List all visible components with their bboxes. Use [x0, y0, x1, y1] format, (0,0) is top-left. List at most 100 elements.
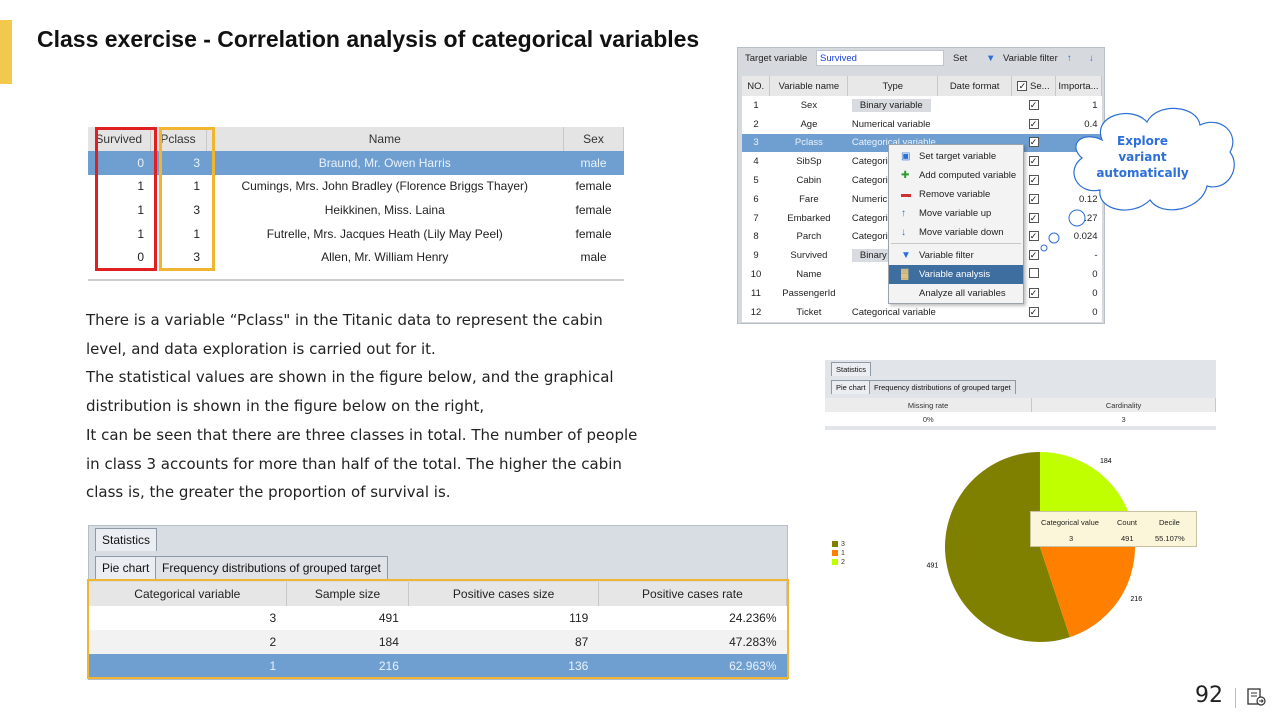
pie-slice[interactable]	[945, 452, 1070, 642]
menu-item-label: Move variable up	[919, 208, 992, 219]
callout-line: automatically	[1096, 166, 1189, 180]
type-dropdown: Binary	[851, 249, 895, 263]
select-checkbox[interactable]	[1028, 268, 1039, 279]
context-menu-item[interactable]: Analyze all variables	[889, 284, 1023, 303]
row-number: 6	[753, 193, 759, 205]
exit-slideshow-icon[interactable]	[1246, 687, 1266, 707]
tab-statistics[interactable]: Statistics	[831, 362, 872, 376]
table-row[interactable]: 1 3 Heikkinen, Miss. Laina female	[88, 198, 624, 222]
select-checkbox[interactable]: ✓	[1028, 306, 1039, 317]
table-cell: 1	[137, 226, 144, 241]
select-cell: ✓	[1012, 303, 1056, 322]
arrow-up-icon: ↑	[901, 208, 906, 219]
target-variable-field[interactable]: Survived	[816, 50, 944, 66]
select-cell: ✓	[1012, 115, 1056, 134]
variable-name: Age	[800, 118, 818, 130]
context-menu-item[interactable]: ↓ Move variable down	[889, 223, 1023, 242]
column-header: Type	[847, 76, 939, 96]
variable-row[interactable]: 1 Sex Binary variable ✓ 1	[742, 96, 1102, 115]
variable-row[interactable]: 7 Embarked Categoric ✓ .27	[742, 209, 1102, 228]
table-cell: female	[575, 202, 612, 217]
tooltip-header: Decile	[1159, 518, 1180, 527]
select-checkbox[interactable]: ✓	[1028, 250, 1039, 261]
variable-row[interactable]: 2 Age Numerical variable ✓ 0.4	[742, 115, 1102, 134]
select-checkbox[interactable]: ✓	[1028, 156, 1039, 167]
select-cell: ✓	[1012, 246, 1056, 265]
tooltip-header: Categorical value	[1041, 518, 1099, 527]
cardinality-value: 3	[1121, 414, 1126, 424]
select-checkbox[interactable]: ✓	[1028, 118, 1039, 129]
table-cell: female	[575, 179, 612, 194]
slide-title: Class exercise - Correlation analysis of…	[37, 26, 700, 52]
select-checkbox[interactable]: ✓	[1028, 99, 1039, 110]
tab-statistics[interactable]: Statistics	[95, 528, 158, 551]
column-header: Positive cases size	[408, 582, 599, 606]
table-cell: 3	[269, 611, 277, 625]
table-row[interactable]: 1 216 136 62.963%	[89, 654, 787, 678]
context-menu-item[interactable]: ▼ Variable filter	[889, 246, 1023, 265]
table-row[interactable]: 0 3 Braund, Mr. Owen Harris male	[88, 151, 624, 175]
table-cell: 3	[193, 250, 200, 265]
menu-item-label: Variable analysis	[919, 269, 991, 280]
context-menu-item[interactable]: ▣ Set target variable	[889, 147, 1023, 166]
context-menu-item[interactable]: ✚ Add computed variable	[889, 166, 1023, 185]
tab-pie-chart[interactable]: Pie chart	[831, 380, 871, 394]
importance-value: 0.4	[1084, 118, 1098, 130]
variable-row[interactable]: 11 PassengerId ✓ 0	[742, 284, 1102, 303]
type-dropdown: Binary variable	[851, 98, 931, 112]
variable-type: Categoric	[851, 212, 893, 224]
select-all-checkbox[interactable]: ✓	[1017, 80, 1028, 91]
variable-row[interactable]: 4 SibSp Categoric ✓	[742, 152, 1102, 171]
paragraph-line: in class 3 accounts for more than half o…	[86, 454, 622, 473]
table-row[interactable]: 0 3 Allen, Mr. William Henry male	[88, 245, 624, 269]
select-checkbox[interactable]: ✓	[1028, 231, 1039, 242]
variable-filter-button[interactable]: Variable filter	[1003, 53, 1058, 64]
pie-slice-label: 491	[927, 562, 939, 569]
variable-name: Embarked	[787, 212, 831, 224]
table-row[interactable]: 2 184 87 47.283%	[89, 630, 787, 654]
filter-icon[interactable]: ▼	[986, 53, 996, 64]
importance-value: 0	[1092, 269, 1098, 281]
variable-row[interactable]: 10 Name 0	[742, 265, 1102, 284]
menu-item-label: Analyze all variables	[919, 288, 1006, 299]
context-menu-item[interactable]: ↑ Move variable up	[889, 204, 1023, 223]
select-checkbox[interactable]: ✓	[1028, 287, 1039, 298]
select-checkbox[interactable]: ✓	[1028, 193, 1039, 204]
target-icon: ▣	[901, 151, 911, 162]
select-checkbox[interactable]: ✓	[1028, 175, 1039, 186]
tab-frequency-distributions[interactable]: Frequency distributions of grouped targe…	[869, 380, 1016, 394]
select-checkbox[interactable]: ✓	[1028, 212, 1039, 223]
legend-swatch	[832, 559, 838, 566]
move-up-icon[interactable]: ↑	[1067, 53, 1072, 64]
variable-row[interactable]: 12 Ticket Categorical variable ✓ 0	[742, 303, 1102, 322]
importance-value: 0.12	[1079, 193, 1098, 205]
variable-row[interactable]: 8 Parch Categoric ✓ 0.024	[742, 228, 1102, 247]
variable-row[interactable]: 5 Cabin Categoric ✓	[742, 171, 1102, 190]
context-menu-item[interactable]: ▬ Remove variable	[889, 185, 1023, 204]
variable-row[interactable]: 9 Survived Binary ✓ -	[742, 246, 1102, 265]
pie-slice[interactable]	[1040, 521, 1135, 638]
table-cell: female	[575, 226, 612, 241]
select-checkbox[interactable]: ✓	[1028, 137, 1039, 148]
table-row[interactable]: 1 1 Cumings, Mrs. John Bradley (Florence B…	[88, 175, 624, 199]
table-cell: 0	[88, 151, 150, 175]
callout-line: Explore	[1117, 134, 1168, 148]
tab-frequency-distributions[interactable]: Frequency distributions of grouped targe…	[155, 556, 388, 579]
description-text: There is a variable “Pclass" in the Tita…	[86, 306, 656, 507]
set-button[interactable]: Set	[953, 53, 968, 64]
pie-slice-label: 184	[1100, 458, 1112, 465]
move-down-icon[interactable]: ↓	[1089, 53, 1094, 64]
context-menu-item[interactable]: ▓ Variable analysis	[889, 265, 1023, 284]
column-header: Cardinality	[1031, 398, 1216, 412]
table-row[interactable]: 3 491 119 24.236%	[89, 606, 787, 630]
pclass-highlight-box	[159, 127, 215, 271]
column-header: Positive cases rate	[598, 582, 788, 606]
variable-row[interactable]: 6 Fare Numeric ✓ 0.12	[742, 190, 1102, 209]
tab-pie-chart[interactable]: Pie chart	[95, 556, 157, 579]
table-row[interactable]: 1 1 Futrelle, Mrs. Jacques Heath (Lily May…	[88, 222, 624, 246]
column-header: Variable name	[769, 76, 849, 96]
row-number: 1	[753, 99, 759, 111]
select-cell	[1012, 265, 1056, 284]
variable-name: Fare	[799, 193, 819, 205]
row-number: 10	[750, 269, 762, 281]
